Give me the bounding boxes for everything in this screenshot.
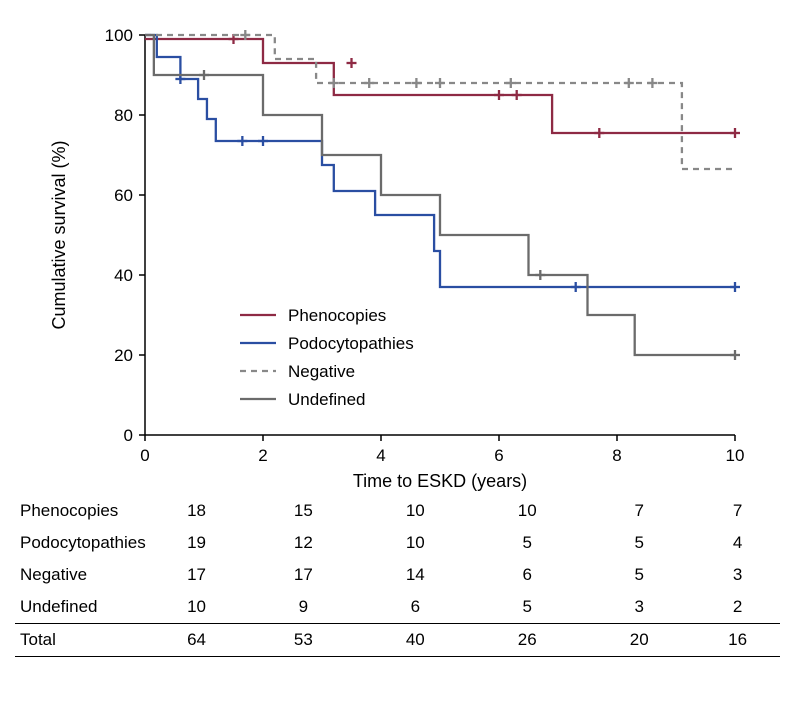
risk-table-cell: 4 bbox=[695, 527, 780, 559]
risk-table-cell: 26 bbox=[471, 624, 583, 657]
censor-mark bbox=[535, 270, 545, 280]
risk-table-cell: 2 bbox=[695, 591, 780, 624]
censor-mark bbox=[411, 78, 421, 88]
censor-mark bbox=[506, 78, 516, 88]
ytick-label: 0 bbox=[124, 426, 133, 445]
censor-mark bbox=[329, 78, 339, 88]
risk-table-cell: 10 bbox=[471, 495, 583, 527]
risk-table-label: Undefined bbox=[15, 591, 146, 624]
y-axis-label: Cumulative survival (%) bbox=[49, 140, 69, 329]
risk-table-cell: 15 bbox=[247, 495, 359, 527]
xtick-label: 10 bbox=[726, 446, 745, 465]
censor-mark bbox=[730, 282, 740, 292]
censor-mark bbox=[730, 128, 740, 138]
risk-table-label: Phenocopies bbox=[15, 495, 146, 527]
risk-table-cell: 16 bbox=[695, 624, 780, 657]
risk-table-cell: 18 bbox=[146, 495, 248, 527]
censor-mark bbox=[347, 58, 357, 68]
censor-mark bbox=[199, 70, 209, 80]
censor-mark bbox=[730, 350, 740, 360]
risk-table-cell: 20 bbox=[583, 624, 695, 657]
km-curve-podocytopathies bbox=[145, 35, 735, 287]
km-curve-negative bbox=[145, 35, 735, 169]
risk-table-row: Podocytopathies191210554 bbox=[15, 527, 780, 559]
risk-table-cell: 7 bbox=[695, 495, 780, 527]
ytick-label: 100 bbox=[105, 26, 133, 45]
censor-mark bbox=[258, 136, 268, 146]
xtick-label: 6 bbox=[494, 446, 503, 465]
x-axis-label: Time to ESKD (years) bbox=[353, 471, 527, 491]
xtick-label: 4 bbox=[376, 446, 385, 465]
risk-table-cell: 6 bbox=[359, 591, 471, 624]
censor-mark bbox=[494, 90, 504, 100]
censor-mark bbox=[237, 136, 247, 146]
km-figure: 0 20 40 60 80 100 0 2 4 6 8 10 Cumulative survival (… bbox=[15, 15, 780, 657]
risk-table-cell: 10 bbox=[146, 591, 248, 624]
risk-table-cell: 5 bbox=[471, 527, 583, 559]
xtick-label: 2 bbox=[258, 446, 267, 465]
legend-label: Undefined bbox=[288, 390, 366, 409]
censor-mark bbox=[435, 78, 445, 88]
risk-table-cell: 53 bbox=[247, 624, 359, 657]
ytick-label: 20 bbox=[114, 346, 133, 365]
risk-table-row: Negative171714653 bbox=[15, 559, 780, 591]
risk-table-cell: 5 bbox=[471, 591, 583, 624]
risk-table-cell: 10 bbox=[359, 495, 471, 527]
risk-table-cell: 40 bbox=[359, 624, 471, 657]
ytick-label: 80 bbox=[114, 106, 133, 125]
risk-table-cell: 5 bbox=[583, 559, 695, 591]
risk-table-cell: 10 bbox=[359, 527, 471, 559]
risk-table-cell: 14 bbox=[359, 559, 471, 591]
risk-table-label: Negative bbox=[15, 559, 146, 591]
legend-label: Podocytopathies bbox=[288, 334, 414, 353]
risk-table-cell: 64 bbox=[146, 624, 248, 657]
xtick-label: 8 bbox=[612, 446, 621, 465]
xtick-label: 0 bbox=[140, 446, 149, 465]
risk-table-cell: 7 bbox=[583, 495, 695, 527]
censor-mark bbox=[512, 90, 522, 100]
censor-mark bbox=[571, 282, 581, 292]
risk-table-label: Podocytopathies bbox=[15, 527, 146, 559]
km-chart: 0 20 40 60 80 100 0 2 4 6 8 10 Cumulative survival (… bbox=[15, 15, 780, 495]
risk-table-row: Undefined1096532 bbox=[15, 591, 780, 624]
ytick-label: 40 bbox=[114, 266, 133, 285]
legend-label: Negative bbox=[288, 362, 355, 381]
at-risk-table: Phenocopies1815101077Podocytopathies1912… bbox=[15, 495, 780, 657]
risk-table-cell: 9 bbox=[247, 591, 359, 624]
censor-mark bbox=[647, 78, 657, 88]
km-svg: 0 20 40 60 80 100 0 2 4 6 8 10 Cumulative survival (… bbox=[15, 15, 780, 495]
risk-table-row: Total645340262016 bbox=[15, 624, 780, 657]
risk-table-row: Phenocopies1815101077 bbox=[15, 495, 780, 527]
risk-table-cell: 3 bbox=[583, 591, 695, 624]
risk-table-cell: 3 bbox=[695, 559, 780, 591]
legend-label: Phenocopies bbox=[288, 306, 386, 325]
risk-table-cell: 6 bbox=[471, 559, 583, 591]
censor-mark bbox=[624, 78, 634, 88]
ytick-label: 60 bbox=[114, 186, 133, 205]
risk-table-cell: 5 bbox=[583, 527, 695, 559]
risk-table-cell: 17 bbox=[146, 559, 248, 591]
censor-mark bbox=[594, 128, 604, 138]
risk-table-cell: 19 bbox=[146, 527, 248, 559]
risk-table-cell: 17 bbox=[247, 559, 359, 591]
risk-table-label: Total bbox=[15, 624, 146, 657]
risk-table-cell: 12 bbox=[247, 527, 359, 559]
censor-mark bbox=[364, 78, 374, 88]
